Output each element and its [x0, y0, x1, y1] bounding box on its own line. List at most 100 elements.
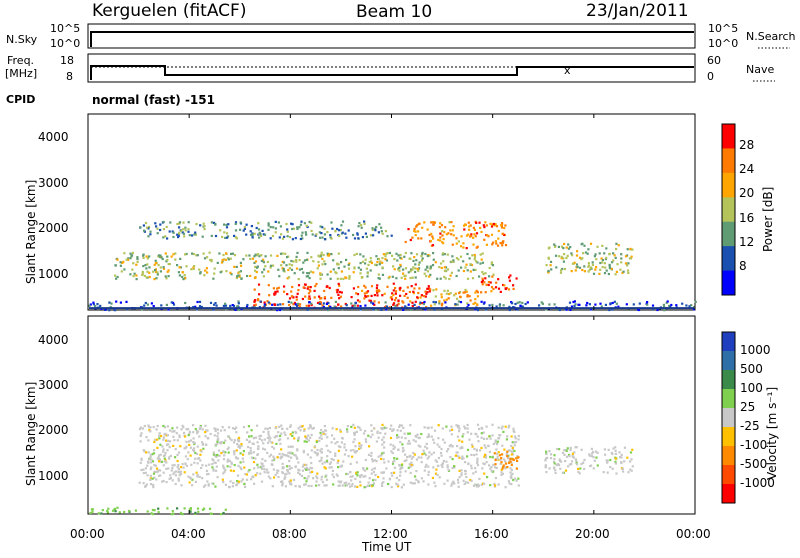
power-cell [479, 262, 482, 265]
power-cell [445, 298, 448, 301]
power-cell [473, 256, 477, 259]
velocity-cell [404, 437, 407, 440]
power-cell [336, 263, 339, 266]
velocity-cell [393, 471, 396, 474]
velocity-cell [196, 473, 199, 477]
power-cell [257, 253, 260, 256]
power-cell [257, 222, 260, 225]
velocity-cell [399, 466, 402, 469]
power-cell [148, 255, 151, 258]
velocity-cell [309, 426, 312, 429]
velocity-cell [391, 462, 395, 465]
velocity-cell [425, 442, 428, 445]
velocity-cell [294, 454, 297, 457]
power-cell [141, 270, 144, 273]
power-cell [578, 303, 581, 306]
velocity-cell [223, 454, 226, 457]
velocity-cell [433, 429, 437, 432]
velocity-cell [214, 427, 217, 431]
power-cell [427, 285, 430, 288]
velocity-cell [205, 469, 208, 472]
power-cell [417, 263, 420, 266]
power-cell [491, 303, 494, 306]
power-cell [429, 239, 432, 243]
power-cell [491, 264, 494, 267]
power-cbar-swatch [722, 124, 735, 149]
power-cell [570, 305, 573, 308]
velocity-cell [177, 463, 180, 467]
power-cell [281, 237, 285, 240]
power-cell [424, 268, 427, 271]
power-cell [402, 301, 405, 304]
power-cell [688, 305, 691, 308]
power-cell [142, 256, 145, 259]
velocity-cell [358, 444, 361, 448]
power-cell [627, 262, 630, 265]
velocity-cell [460, 472, 463, 475]
power-cell [184, 226, 187, 229]
power-cell [476, 295, 479, 298]
power-cell [616, 263, 619, 266]
velocity-cell [206, 436, 209, 440]
power-cell [580, 258, 583, 261]
power-cell [466, 269, 469, 272]
velocity-cell [410, 463, 413, 467]
power-cell [407, 271, 410, 274]
power-cell [433, 308, 436, 311]
velocity-cell [283, 431, 286, 434]
velocity-cell [565, 455, 569, 458]
velocity-cell [194, 511, 197, 514]
velocity-cell [545, 471, 548, 474]
power-cell [460, 266, 463, 269]
velocity-cell [382, 458, 385, 461]
velocity-cell [475, 433, 478, 436]
power-cell [456, 297, 459, 300]
power-cell [125, 258, 128, 261]
velocity-cell [382, 451, 385, 454]
velocity-cell [196, 507, 200, 510]
velocity-cell [145, 483, 148, 486]
velocity-cell [208, 463, 211, 466]
power-cell [164, 235, 167, 238]
power-cell [483, 226, 486, 229]
power-cell [172, 303, 176, 306]
velocity-cell [364, 485, 367, 489]
velocity-cell [178, 434, 181, 437]
power-cell [157, 264, 160, 267]
power-cell [213, 221, 216, 224]
velocity-cell [152, 486, 155, 489]
velocity-cell [158, 454, 161, 457]
velocity-cell [315, 452, 318, 455]
velocity-cell [318, 439, 321, 442]
power-cell [165, 277, 168, 280]
power-cbar-swatch [722, 246, 735, 272]
power-cell [311, 233, 314, 236]
velocity-cell [268, 435, 271, 438]
velocity-cell [286, 465, 289, 468]
power-cell [179, 266, 182, 269]
velocity-cell [184, 435, 187, 438]
velocity-cell [508, 459, 511, 462]
power-cell [237, 300, 240, 303]
power-cell [356, 304, 359, 307]
power-cell [384, 230, 387, 233]
velocity-cell [173, 471, 176, 474]
power-cell [343, 265, 346, 268]
velocity-cell [359, 446, 362, 449]
velocity-cell [187, 451, 190, 454]
velocity-cell [202, 485, 206, 488]
velocity-cell [337, 480, 340, 483]
power-cell [167, 269, 170, 272]
power-cell [288, 297, 292, 300]
velocity-cell [242, 426, 246, 429]
velocity-cell [553, 466, 556, 469]
velocity-cell [431, 476, 434, 480]
velocity-cell [323, 461, 326, 464]
power-cell [353, 253, 356, 257]
power-cell [587, 248, 590, 251]
velocity-cell [266, 451, 269, 455]
power-cell [89, 303, 92, 306]
velocity-cell [470, 443, 474, 446]
velocity-cell [281, 480, 284, 483]
freq-panel: Freq. [MHz] 18 8 60 0 Nave x [5, 53, 775, 83]
